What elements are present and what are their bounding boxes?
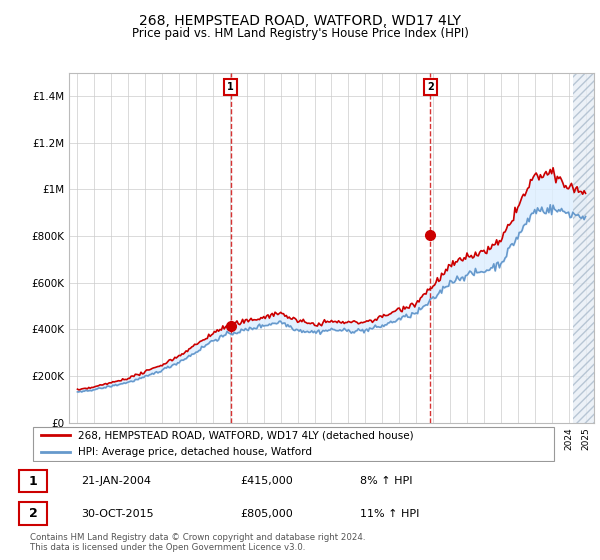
Text: 268, HEMPSTEAD ROAD, WATFORD, WD17 4LY: 268, HEMPSTEAD ROAD, WATFORD, WD17 4LY [139, 14, 461, 28]
Text: £415,000: £415,000 [240, 476, 293, 486]
Text: £805,000: £805,000 [240, 508, 293, 519]
Text: HPI: Average price, detached house, Watford: HPI: Average price, detached house, Watf… [77, 447, 311, 457]
Text: Contains HM Land Registry data © Crown copyright and database right 2024.
This d: Contains HM Land Registry data © Crown c… [30, 533, 365, 552]
Text: 1: 1 [227, 82, 234, 92]
Text: 268, HEMPSTEAD ROAD, WATFORD, WD17 4LY (detached house): 268, HEMPSTEAD ROAD, WATFORD, WD17 4LY (… [77, 431, 413, 440]
Bar [573, 73, 594, 423]
Text: Price paid vs. HM Land Registry's House Price Index (HPI): Price paid vs. HM Land Registry's House … [131, 27, 469, 40]
Text: 11% ↑ HPI: 11% ↑ HPI [360, 508, 419, 519]
Text: 21-JAN-2004: 21-JAN-2004 [81, 476, 151, 486]
Text: 30-OCT-2015: 30-OCT-2015 [81, 508, 154, 519]
FancyBboxPatch shape [32, 427, 554, 460]
Text: 2: 2 [29, 507, 37, 520]
Text: 2: 2 [427, 82, 434, 92]
Text: 1: 1 [29, 474, 37, 488]
Text: 8% ↑ HPI: 8% ↑ HPI [360, 476, 413, 486]
